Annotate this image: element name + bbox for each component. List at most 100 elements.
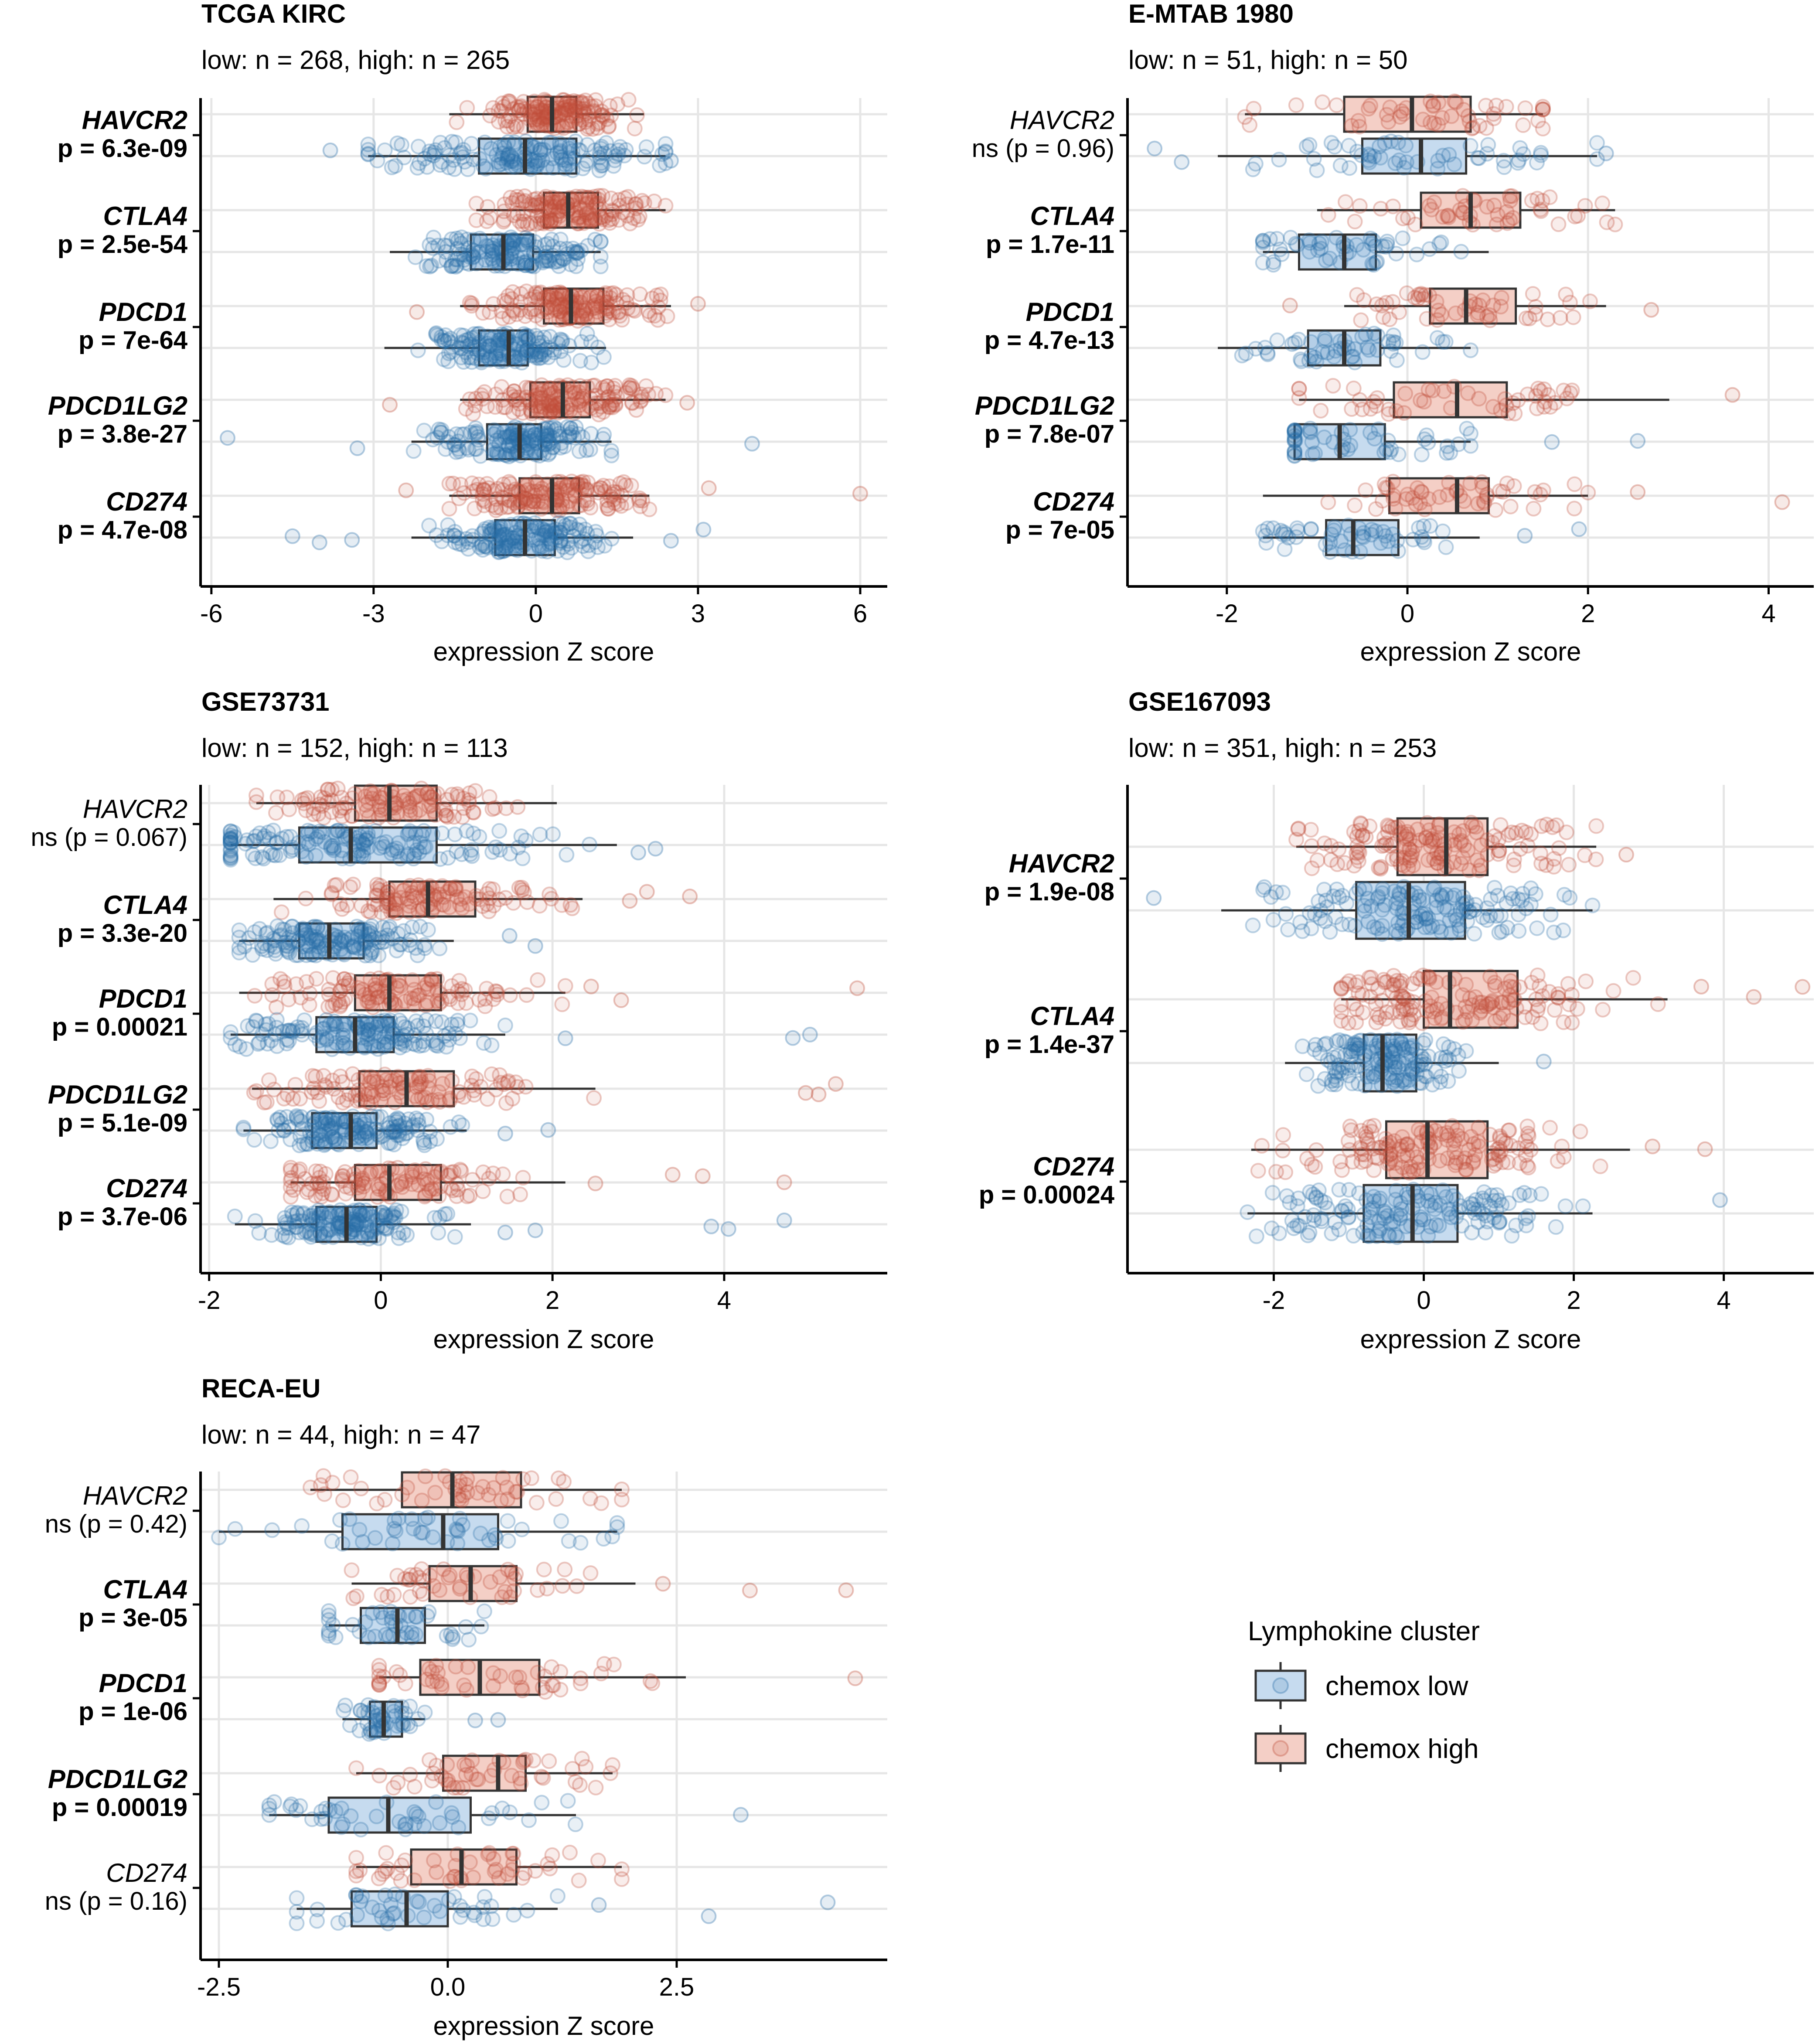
data-point xyxy=(468,890,484,906)
data-point xyxy=(514,405,531,421)
data-point xyxy=(434,1679,450,1696)
data-point xyxy=(1255,233,1271,249)
data-point xyxy=(487,839,504,855)
data-point xyxy=(389,135,405,151)
data-point xyxy=(556,92,572,108)
outlier-point xyxy=(284,528,300,544)
data-point xyxy=(564,112,580,129)
outlier-point xyxy=(497,1224,513,1240)
data-point xyxy=(628,196,644,212)
data-point xyxy=(1414,1015,1430,1031)
data-point xyxy=(1323,838,1339,854)
data-point xyxy=(552,144,568,160)
outlier-point xyxy=(776,1213,792,1229)
outlier-point xyxy=(1630,484,1646,500)
data-point xyxy=(1344,1075,1360,1091)
data-point xyxy=(495,145,511,161)
data-point xyxy=(582,210,598,226)
data-point xyxy=(1421,971,1437,987)
data-point xyxy=(579,121,596,137)
data-point xyxy=(1246,101,1262,117)
data-point xyxy=(1340,441,1356,457)
data-point xyxy=(1588,818,1604,834)
data-point xyxy=(584,212,600,228)
data-point xyxy=(322,1017,338,1033)
data-point xyxy=(1392,826,1408,842)
data-point xyxy=(1370,421,1386,437)
gene-label: CD274 xyxy=(1033,487,1114,516)
data-point xyxy=(529,99,545,115)
data-point xyxy=(267,847,283,863)
data-point xyxy=(1441,209,1457,225)
data-point xyxy=(499,1189,515,1205)
data-point xyxy=(251,1225,267,1241)
data-point xyxy=(582,1565,599,1581)
data-point xyxy=(595,431,611,447)
data-point xyxy=(475,1164,491,1180)
data-point xyxy=(326,840,342,856)
data-point xyxy=(1529,920,1545,936)
data-point xyxy=(300,790,316,806)
data-point xyxy=(657,198,674,214)
data-point xyxy=(1599,214,1615,230)
data-point xyxy=(1594,195,1611,211)
data-point xyxy=(495,1166,511,1182)
data-point xyxy=(1417,906,1434,922)
data-point xyxy=(405,1520,422,1536)
data-point xyxy=(533,144,549,160)
data-point xyxy=(517,188,533,204)
data-point xyxy=(1369,920,1386,937)
data-point xyxy=(354,1172,370,1188)
data-point xyxy=(425,432,441,448)
data-point xyxy=(360,146,376,163)
data-point xyxy=(479,213,495,229)
data-point xyxy=(374,1175,390,1192)
gene-label: CTLA4 xyxy=(103,890,187,920)
data-point xyxy=(478,160,494,177)
data-point xyxy=(287,1077,303,1093)
data-point xyxy=(372,1013,388,1029)
data-point xyxy=(610,142,627,158)
data-point xyxy=(404,1625,420,1641)
data-point xyxy=(528,1495,545,1511)
data-point xyxy=(1542,1120,1558,1136)
data-point xyxy=(460,240,476,256)
data-point xyxy=(590,195,606,211)
data-point xyxy=(1240,1204,1256,1220)
data-point xyxy=(539,159,555,175)
data-point xyxy=(1485,297,1502,313)
data-point xyxy=(427,1181,443,1197)
x-axis-label: expression Z score xyxy=(1360,637,1581,666)
data-point xyxy=(360,146,376,162)
p-value-label: p = 3.8e-27 xyxy=(58,420,187,448)
box-ctla4-high xyxy=(468,187,674,233)
data-point xyxy=(465,151,481,167)
data-point xyxy=(1347,1060,1363,1076)
p-value-label: p = 0.00024 xyxy=(979,1181,1114,1209)
data-point xyxy=(1250,1163,1266,1179)
data-point xyxy=(441,160,457,176)
data-point xyxy=(591,216,607,232)
data-point xyxy=(416,1137,433,1153)
data-point xyxy=(514,879,530,896)
data-point xyxy=(327,1629,344,1645)
data-point xyxy=(524,99,540,116)
p-value-label: p = 4.7e-08 xyxy=(58,516,187,544)
data-point xyxy=(452,146,468,162)
data-point xyxy=(468,195,484,211)
data-point xyxy=(1378,480,1394,496)
data-point xyxy=(268,805,284,821)
outlier-point xyxy=(847,1670,863,1686)
data-point xyxy=(529,115,545,131)
data-point xyxy=(514,1521,530,1537)
data-point xyxy=(378,1221,395,1237)
data-point xyxy=(469,481,485,497)
data-point xyxy=(522,196,538,212)
data-point xyxy=(387,158,403,174)
data-point xyxy=(497,1584,513,1600)
data-point xyxy=(521,1812,537,1828)
data-point xyxy=(445,1629,461,1645)
data-point xyxy=(320,781,336,797)
data-point xyxy=(1478,1224,1494,1240)
